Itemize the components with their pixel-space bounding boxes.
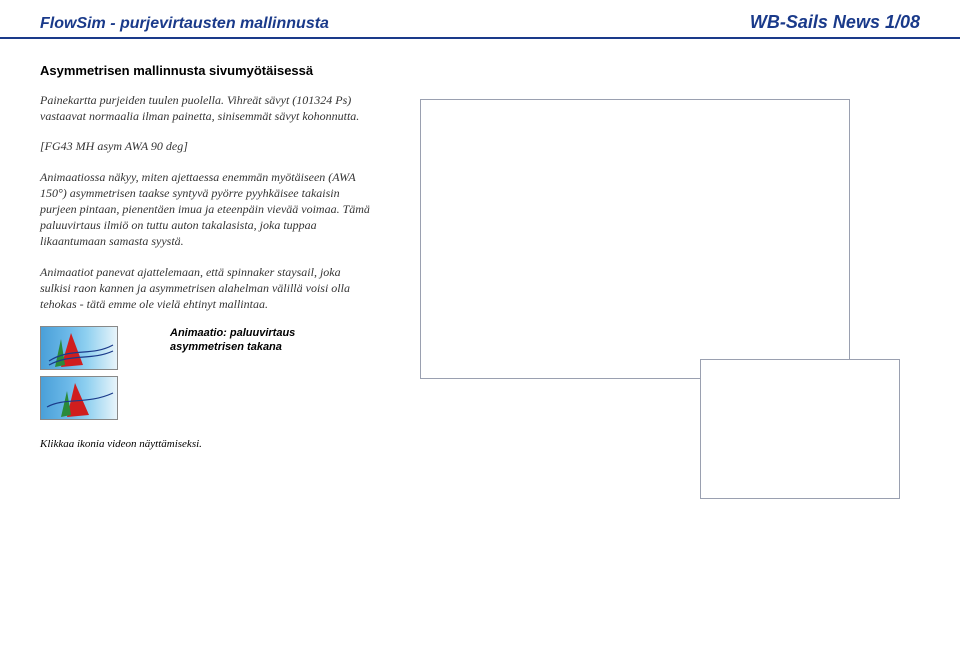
- figure-placeholder-small: [700, 359, 900, 499]
- sail-jib-icon: [61, 391, 71, 417]
- header-title-right: WB-Sails News 1/08: [750, 12, 920, 33]
- paragraph-4: Animaatiot panevat ajattelemaan, että sp…: [40, 264, 370, 313]
- video-thumb-2[interactable]: [40, 376, 118, 420]
- section-title: Asymmetrisen mallinnusta sivumyötäisessä: [40, 63, 370, 78]
- paragraph-2: [FG43 MH asym AWA 90 deg]: [40, 138, 370, 154]
- sail-jib-icon: [55, 339, 65, 367]
- left-column: Asymmetrisen mallinnusta sivumyötäisessä…: [40, 63, 370, 450]
- header-title-left: FlowSim - purjevirtausten mallinnusta: [40, 15, 329, 33]
- thumbnail-caption: Animaatio: paluuvirtaus asymmetrisen tak…: [170, 326, 370, 355]
- paragraph-1: Painekartta purjeiden tuulen puolella. V…: [40, 92, 370, 124]
- page-content: Asymmetrisen mallinnusta sivumyötäisessä…: [0, 39, 960, 460]
- figure-placeholder-large: [420, 99, 850, 379]
- page-header: FlowSim - purjevirtausten mallinnusta WB…: [0, 0, 960, 39]
- video-thumb-1[interactable]: [40, 326, 118, 370]
- paragraph-3: Animaatiossa näkyy, miten ajettaessa ene…: [40, 169, 370, 250]
- thumbnail-row: Animaatio: paluuvirtaus asymmetrisen tak…: [40, 326, 370, 420]
- footer-note: Klikkaa ikonia videon näyttämiseksi.: [40, 438, 370, 450]
